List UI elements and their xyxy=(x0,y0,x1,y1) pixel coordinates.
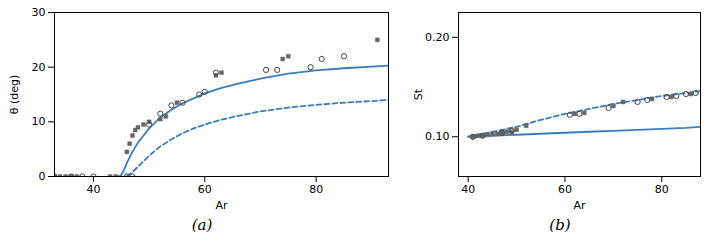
svg-text:80: 80 xyxy=(655,183,669,196)
svg-text:60: 60 xyxy=(558,183,572,196)
html-text:(a): (a) xyxy=(191,216,213,234)
html-text:(b): (b) xyxy=(549,216,571,234)
svg-text:0.20: 0.20 xyxy=(425,31,450,44)
svg-text:0.10: 0.10 xyxy=(425,130,450,143)
svg-text:10: 10 xyxy=(32,115,46,128)
svg-text:θ (deg): θ (deg) xyxy=(8,75,21,115)
svg-text:20: 20 xyxy=(32,61,46,74)
svg-text:Ar: Ar xyxy=(215,199,228,212)
svg-text:30: 30 xyxy=(32,6,46,19)
svg-text:0: 0 xyxy=(39,170,46,183)
svg-text:80: 80 xyxy=(309,183,323,196)
svg-text:Ar: Ar xyxy=(573,199,586,212)
svg-text:40: 40 xyxy=(461,183,475,196)
svg-text:60: 60 xyxy=(198,183,212,196)
svg-text:40: 40 xyxy=(86,183,100,196)
svg-text:St: St xyxy=(412,88,425,100)
